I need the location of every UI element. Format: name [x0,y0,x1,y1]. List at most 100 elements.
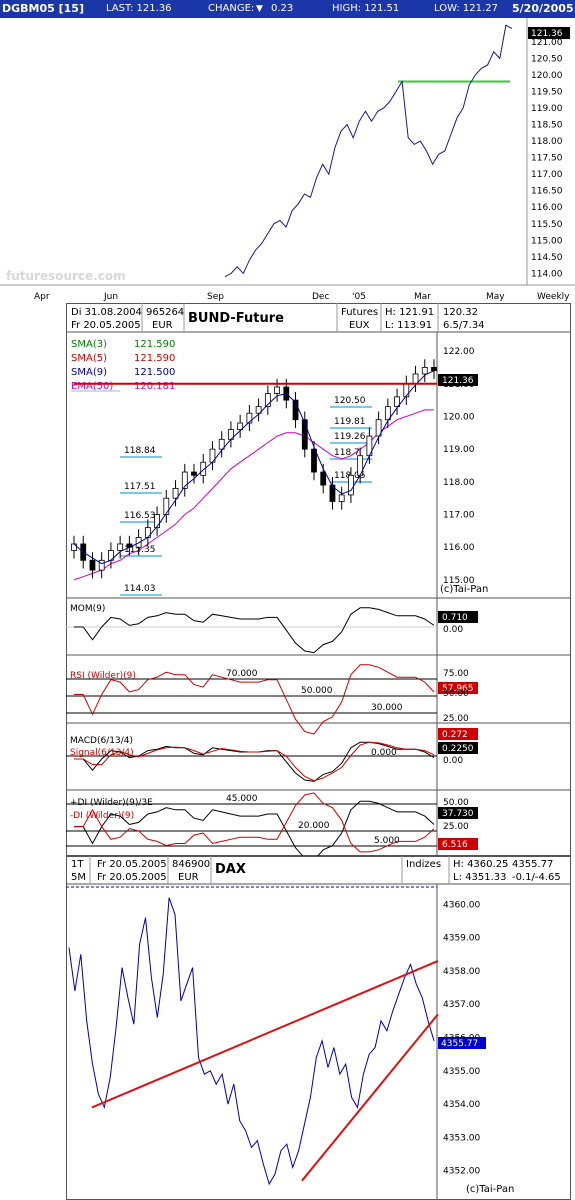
change-label: CHANGE: [208,3,255,14]
candle-body [218,438,225,450]
minus-di-value-tag [438,838,478,850]
candle-body [255,406,262,414]
change-value: 0.23 [271,3,294,14]
signal-label: Signal(6/13/4) [70,748,134,758]
ema50-line [73,409,434,581]
weekly-chart: 121.00 120.50 120.00 119.50 119.00 118.50 118.… [0,18,575,303]
trendline [301,1013,439,1182]
bund-title: BUND-Future [188,311,284,326]
plus-di-value-tag [438,807,478,819]
y-tick-label: 118.00 [531,137,563,147]
dax-y-tick: 4354.00 [443,1100,480,1110]
macd-tick: 0.00 [443,756,463,766]
quote-header: DGBM05 [15] LAST: 121.36 CHANGE: ▼ 0.23 … [0,0,575,18]
candle-body [384,406,391,421]
bund-y-tick: 115.00 [443,576,475,586]
minus-di-label: -DI (Wilder)(9) [70,811,134,821]
level-label: 116.53 [124,511,156,521]
candle-body [292,399,299,421]
bund-last-tag [438,374,478,386]
x-tick-label: Apr [34,292,50,302]
last-price-tag [528,27,570,39]
candle-body [348,474,354,496]
candle-body [403,383,410,398]
dax-low: L: 4351.33 [453,872,506,883]
bund-y-tick: 118.00 [443,478,475,488]
candle-body [264,393,271,408]
minus-di-line [74,792,435,853]
x-tick-label: Mar [414,292,431,302]
candle-body [375,419,382,437]
rsi-level-70: 70.000 [226,669,258,679]
bund-code: 965264 [146,307,184,318]
candle-body [71,543,77,551]
candle-body [394,396,400,408]
dax-title: DAX [215,862,246,877]
y-tick-label: 117.00 [531,170,563,180]
indicator-value: 120.181 [134,381,175,392]
rsi-level-30: 30.000 [371,703,403,713]
dax-y-tick: 4360.00 [443,900,480,910]
candle-body [172,487,179,499]
rsi-value-tag [438,682,478,694]
dax-y-tick: 4355.00 [443,1067,480,1077]
x-tick-label: May [486,292,505,302]
candle-body [338,494,345,502]
minus-di-value: 6.516 [442,840,468,850]
y-tick-label: 120.50 [531,54,563,64]
bund-y-tick: 120.00 [443,413,475,423]
candle-body [154,514,160,529]
dax-y-tick: 4359.00 [443,934,480,944]
bund-y-tick: 122.00 [443,347,475,357]
level-label: 119.26 [334,432,366,442]
candle-body [431,367,437,372]
dax-high: H: 4360.25 [453,859,508,870]
candle-body [301,419,308,450]
bund-ratio: 6.5/7.34 [443,320,485,331]
dax-copyright: (c)Tai-Pan [466,1184,514,1195]
level-label: 118.7 [334,448,360,458]
candle-body [181,471,188,489]
indicator-value: 121.500 [134,367,175,378]
down-arrow-icon: ▼ [256,4,263,14]
quote-date: 5/20/2005 [512,2,574,15]
sma9-line [73,370,435,565]
bund-type: Futures [341,307,378,318]
rsi-line [74,664,435,735]
x-tick-label: Weekly [537,292,570,302]
y-tick-label: 117.50 [531,154,563,164]
y-tick-label: 116.00 [531,203,563,213]
level-label: 114.03 [124,584,156,594]
plus-di-line [74,800,435,856]
bund-y-tick: 116.00 [443,543,475,553]
level-label: 120.50 [334,396,366,406]
signal-line [74,741,435,782]
candle-body [311,448,317,473]
candle-body [98,559,105,571]
indicator-label: SMA(5) [71,353,107,364]
mom-line [74,607,435,654]
dmi-level-5: 5.000 [374,836,400,846]
y-tick-label: 121.00 [531,38,563,48]
level-label: 117.51 [124,482,156,492]
rsi-tick-75: 75.00 [443,669,469,679]
indicator-label: SMA(9) [71,367,107,378]
indicator-value: 121.590 [134,339,175,350]
dax-panel: 1T 5M Fr 20.05.2005 Fr 20.05.2005 846900… [66,856,571,1200]
candle-body [117,543,124,551]
plus-di-value: 37.730 [442,809,474,819]
indicator-label: EMA(50) [71,381,113,392]
x-tick-label: Sep [207,292,224,302]
bund-last-tag-value: 121.36 [442,376,474,386]
y-tick-label: 114.00 [531,269,563,279]
dmi-level-45: 45.000 [226,794,258,804]
dax-date-1: Fr 20.05.2005 [97,859,167,870]
dax-interval-1: 1T [71,859,84,870]
bund-low: L: 113.91 [385,320,432,331]
level-label: 119.81 [334,417,366,427]
candle-body [191,471,197,476]
mom-tick: 0.00 [443,625,463,635]
x-tick-label: '05 [352,292,366,302]
macd-level: 0.000 [371,748,397,758]
mom-label: MOM(9) [70,604,105,614]
